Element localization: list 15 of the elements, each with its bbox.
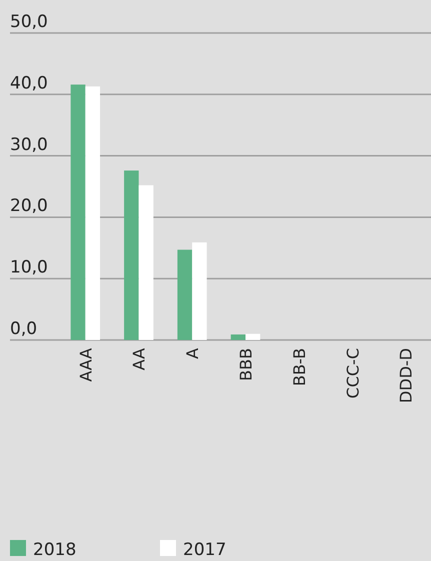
x-tick-label: DDD-D: [396, 348, 416, 404]
x-tick-label: BBB: [236, 348, 256, 381]
x-tick-label: BB-B: [290, 348, 309, 386]
legend-label: 2018: [33, 540, 76, 560]
x-tick-label: CCC-C: [343, 348, 362, 398]
x-tick-label: AA: [130, 348, 149, 370]
y-tick-label: 10,0: [10, 258, 48, 278]
y-tick-label: 40,0: [10, 73, 48, 94]
legend-label: 2017: [183, 540, 226, 560]
x-tick-label: A: [183, 348, 202, 359]
y-tick-label: 50,0: [10, 12, 48, 32]
y-tick-label: 30,0: [10, 134, 48, 155]
y-tick-label: 20,0: [10, 196, 48, 216]
x-tick-label: AAA: [76, 348, 96, 382]
y-tick-label: 0,0: [10, 319, 38, 339]
